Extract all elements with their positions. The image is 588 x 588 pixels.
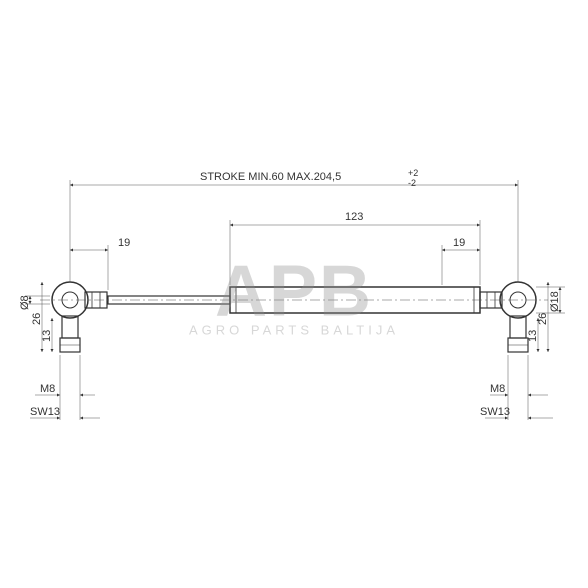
right-m8-label: M8 bbox=[490, 383, 505, 395]
right-sw13-label: SW13 bbox=[480, 406, 510, 418]
left-m8-label: M8 bbox=[40, 383, 55, 395]
left-26-label: 26 bbox=[31, 313, 43, 325]
stroke-tol-lower: -2 bbox=[408, 178, 416, 188]
right-13-label: 13 bbox=[527, 330, 539, 342]
body-length-label: 123 bbox=[345, 211, 363, 223]
rod-dia-label: Ø8 bbox=[19, 295, 31, 310]
left-19-label: 19 bbox=[118, 237, 130, 249]
left-sw13-label: SW13 bbox=[30, 406, 60, 418]
drawing-svg: STROKE MIN.60 MAX.204,5 +2 -2 123 19 19 … bbox=[0, 0, 588, 588]
stroke-label: STROKE MIN.60 MAX.204,5 bbox=[200, 171, 341, 183]
right-26-label: 26 bbox=[537, 313, 549, 325]
right-19-label: 19 bbox=[453, 237, 465, 249]
stroke-tol-upper: +2 bbox=[408, 168, 418, 178]
body-dia-label: Ø18 bbox=[549, 291, 561, 312]
left-13-label: 13 bbox=[41, 330, 53, 342]
technical-drawing: STROKE MIN.60 MAX.204,5 +2 -2 123 19 19 … bbox=[0, 0, 588, 588]
left-ball-joint bbox=[52, 282, 107, 352]
